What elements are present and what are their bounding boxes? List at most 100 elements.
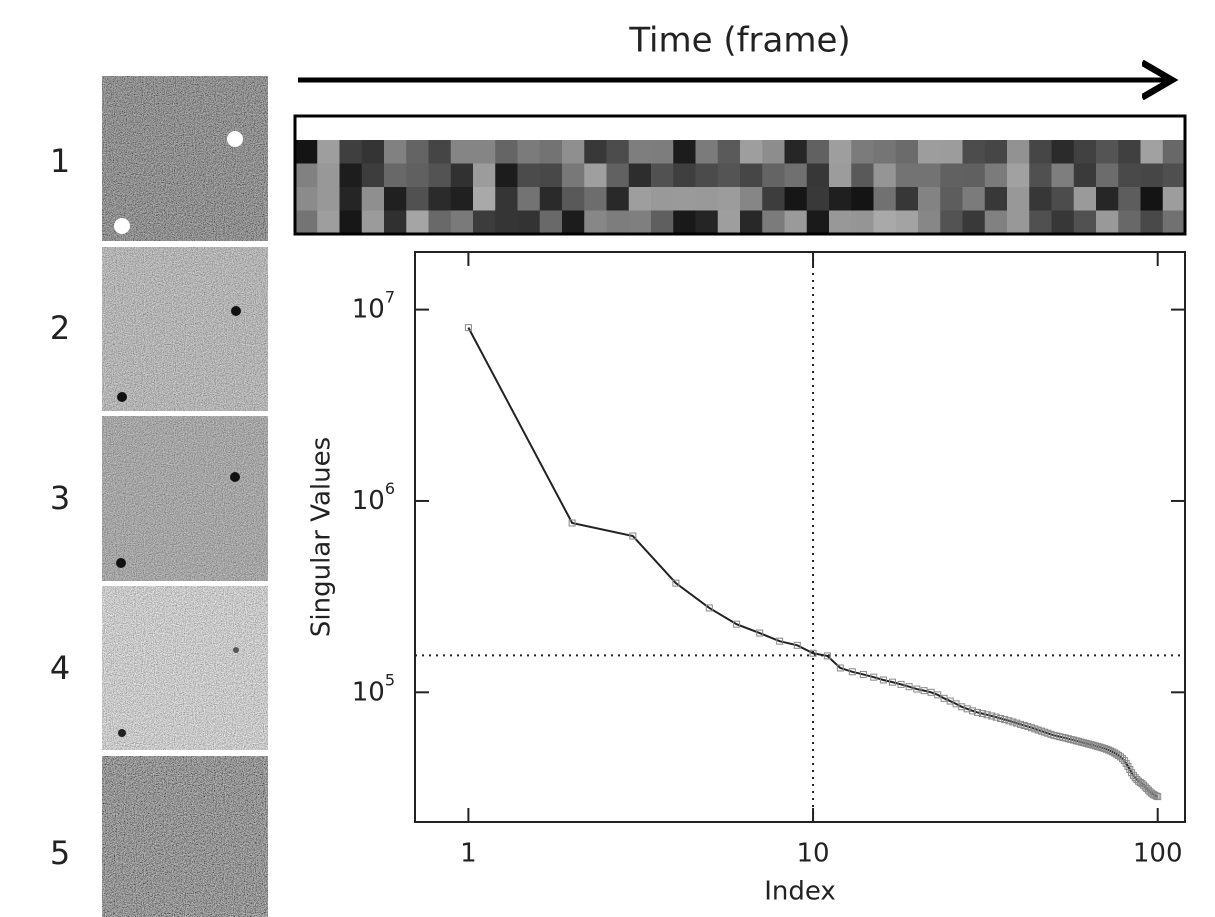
strip-cell — [517, 163, 541, 188]
strip-cell — [584, 187, 607, 211]
data-point — [1082, 739, 1090, 747]
plot-frame — [414, 251, 1186, 823]
row-label: 3 — [50, 479, 70, 517]
spot — [117, 392, 127, 402]
strip-cell — [539, 140, 563, 164]
strip-cell — [984, 163, 1008, 188]
strip-cell — [1118, 210, 1141, 235]
strip-cell — [1162, 187, 1186, 211]
strip-cell — [450, 140, 474, 164]
strip-cell — [562, 140, 585, 164]
strip-cell — [984, 187, 1008, 211]
strip-cell — [673, 187, 696, 211]
y-tick-exponent: 7 — [385, 287, 395, 306]
strip-cell — [295, 187, 318, 211]
strip-cell — [1007, 187, 1030, 211]
strip-cell — [1007, 163, 1030, 188]
strip-cell — [428, 187, 452, 211]
x-axis-label: Index — [764, 877, 836, 907]
strip-cell — [740, 140, 763, 164]
strip-cell — [339, 163, 363, 188]
strip-cell — [695, 210, 719, 235]
strip-cell — [1162, 140, 1186, 164]
strip-cell — [806, 163, 830, 188]
strip-cell — [851, 210, 874, 235]
strip-cell — [1073, 140, 1097, 164]
strip-cell — [962, 210, 986, 235]
row-label: 1 — [50, 142, 70, 180]
data-point — [1020, 721, 1028, 729]
strip-cell — [851, 140, 874, 164]
strip-cell — [895, 140, 919, 164]
strip-cell — [562, 210, 585, 235]
strip-cell — [539, 163, 563, 188]
strip-cell — [740, 187, 763, 211]
strip-cell — [962, 163, 986, 188]
strip-cell — [606, 163, 630, 188]
strip-cell — [940, 140, 963, 164]
strip-cell — [918, 210, 941, 235]
strip-cell — [851, 187, 874, 211]
strip-cell — [361, 187, 385, 211]
data-point — [1013, 719, 1021, 727]
strip-cell — [651, 163, 674, 188]
strip-cell — [806, 210, 830, 235]
strip-cell — [628, 163, 652, 188]
data-point — [920, 687, 928, 695]
strip-cell — [495, 140, 518, 164]
strip-cell — [851, 163, 874, 188]
x-tick-label: 10 — [797, 839, 830, 869]
strip-cell — [1118, 163, 1141, 188]
title: Time (frame) — [628, 21, 850, 61]
strip-cell — [584, 210, 607, 235]
strip-cell — [695, 187, 719, 211]
strip-cell — [762, 187, 785, 211]
y-tick-base: 10 — [352, 294, 385, 324]
strip-cell — [1162, 210, 1186, 235]
strip-cell — [361, 140, 385, 164]
data-point — [1111, 749, 1119, 757]
strip-cell — [450, 210, 474, 235]
strip-cell — [539, 210, 563, 235]
strip-cell — [428, 140, 452, 164]
data-point — [1077, 738, 1085, 746]
strip-cell — [762, 210, 785, 235]
strip-cell — [695, 140, 719, 164]
row-label: 5 — [50, 834, 70, 872]
strip-cell — [717, 187, 741, 211]
data-point — [1024, 723, 1032, 731]
strip-cell — [740, 210, 763, 235]
data-point — [568, 519, 576, 527]
strip-cell — [673, 140, 696, 164]
data-point — [672, 579, 680, 587]
y-tick-label: 105 — [352, 670, 395, 707]
data-point — [464, 324, 472, 332]
y-tick-base: 10 — [352, 485, 385, 515]
data-line — [467, 327, 1159, 798]
data-point — [958, 703, 966, 711]
strip-cell — [428, 163, 452, 188]
strip-cell — [651, 210, 674, 235]
strip-cell — [317, 163, 340, 188]
data-point — [1087, 741, 1095, 749]
strip-cell — [473, 210, 496, 235]
data-point — [823, 652, 831, 660]
data-point — [1089, 741, 1097, 749]
data-point — [905, 683, 913, 691]
data-point — [809, 649, 817, 657]
strip-cell — [940, 210, 963, 235]
strip-cell — [606, 210, 630, 235]
strip-cell — [717, 163, 741, 188]
y-tick-base: 10 — [352, 677, 385, 707]
strip-cell — [784, 210, 808, 235]
y-tick-exponent: 6 — [385, 478, 395, 497]
strip-cell — [384, 210, 407, 235]
spot — [227, 131, 243, 147]
strip-cell — [495, 187, 518, 211]
strip-cell — [295, 140, 318, 164]
strip-cell — [1096, 140, 1119, 164]
strip-cell — [1051, 163, 1075, 188]
strip-cell — [1051, 210, 1075, 235]
data-point — [705, 604, 713, 612]
strip-cell — [406, 140, 429, 164]
